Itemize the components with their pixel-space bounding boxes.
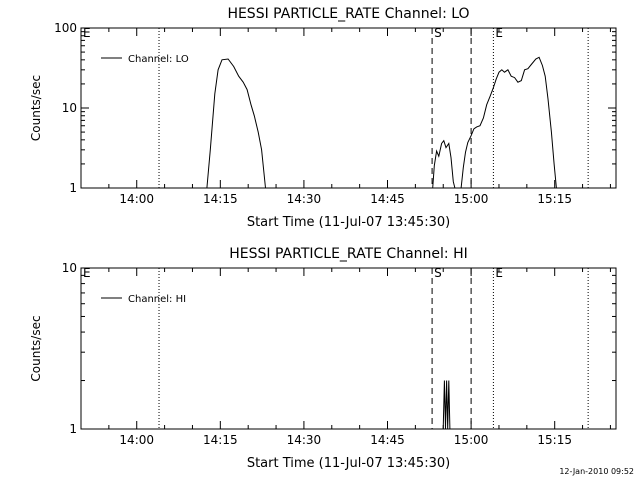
x-tick-label: 14:45 xyxy=(370,433,405,447)
x-tick-label: 14:00 xyxy=(119,192,154,206)
x-tick-label: 14:30 xyxy=(287,433,322,447)
x-tick-label: 15:00 xyxy=(454,192,489,206)
chart-title: HESSI PARTICLE_RATE Channel: HI xyxy=(229,246,467,262)
x-tick-label: 15:15 xyxy=(537,433,572,447)
plot-frame xyxy=(80,27,617,189)
plot-frame xyxy=(80,267,617,430)
legend-label: Channel: HI xyxy=(128,294,186,305)
time-marker-label: S xyxy=(434,266,442,280)
data-series-line xyxy=(442,380,451,430)
chart-panel-2: HESSI PARTICLE_RATE Channel: HI 14:00 14:1… xyxy=(29,246,617,471)
y-tick-label: 10 xyxy=(62,261,77,275)
time-marker-label: E xyxy=(83,26,91,40)
data-series-line xyxy=(432,56,557,189)
y-axis-label: Counts/sec xyxy=(29,315,43,381)
x-axis-label: Start Time (11-Jul-07 13:45:30) xyxy=(247,456,450,471)
x-tick-label: 14:30 xyxy=(287,192,322,206)
x-tick-label: 15:00 xyxy=(454,433,489,447)
x-tick-label: 15:15 xyxy=(537,192,572,206)
y-tick-label: 10 xyxy=(62,101,77,115)
time-marker-label: E xyxy=(495,26,503,40)
x-tick-label: 14:15 xyxy=(203,433,238,447)
timestamp-label: 12-Jan-2010 09:52 xyxy=(559,467,634,476)
data-series-line xyxy=(206,58,266,189)
y-tick-label: 1 xyxy=(69,422,77,436)
time-marker-label: E xyxy=(83,266,91,280)
chart-panel-1: HESSI PARTICLE_RATE Channel: LO 14:00 14:1… xyxy=(29,6,617,230)
y-tick-label: 1 xyxy=(69,181,77,195)
time-marker-label: E xyxy=(495,266,503,280)
chart-title: HESSI PARTICLE_RATE Channel: LO xyxy=(227,6,469,22)
x-tick-label: 14:00 xyxy=(119,433,154,447)
x-tick-label: 14:45 xyxy=(370,192,405,206)
legend-label: Channel: LO xyxy=(128,54,189,65)
y-tick-label: 100 xyxy=(54,21,77,35)
x-tick-label: 14:15 xyxy=(203,192,238,206)
time-marker-label: S xyxy=(434,26,442,40)
x-axis-label: Start Time (11-Jul-07 13:45:30) xyxy=(247,215,450,230)
y-axis-label: Counts/sec xyxy=(29,75,43,141)
